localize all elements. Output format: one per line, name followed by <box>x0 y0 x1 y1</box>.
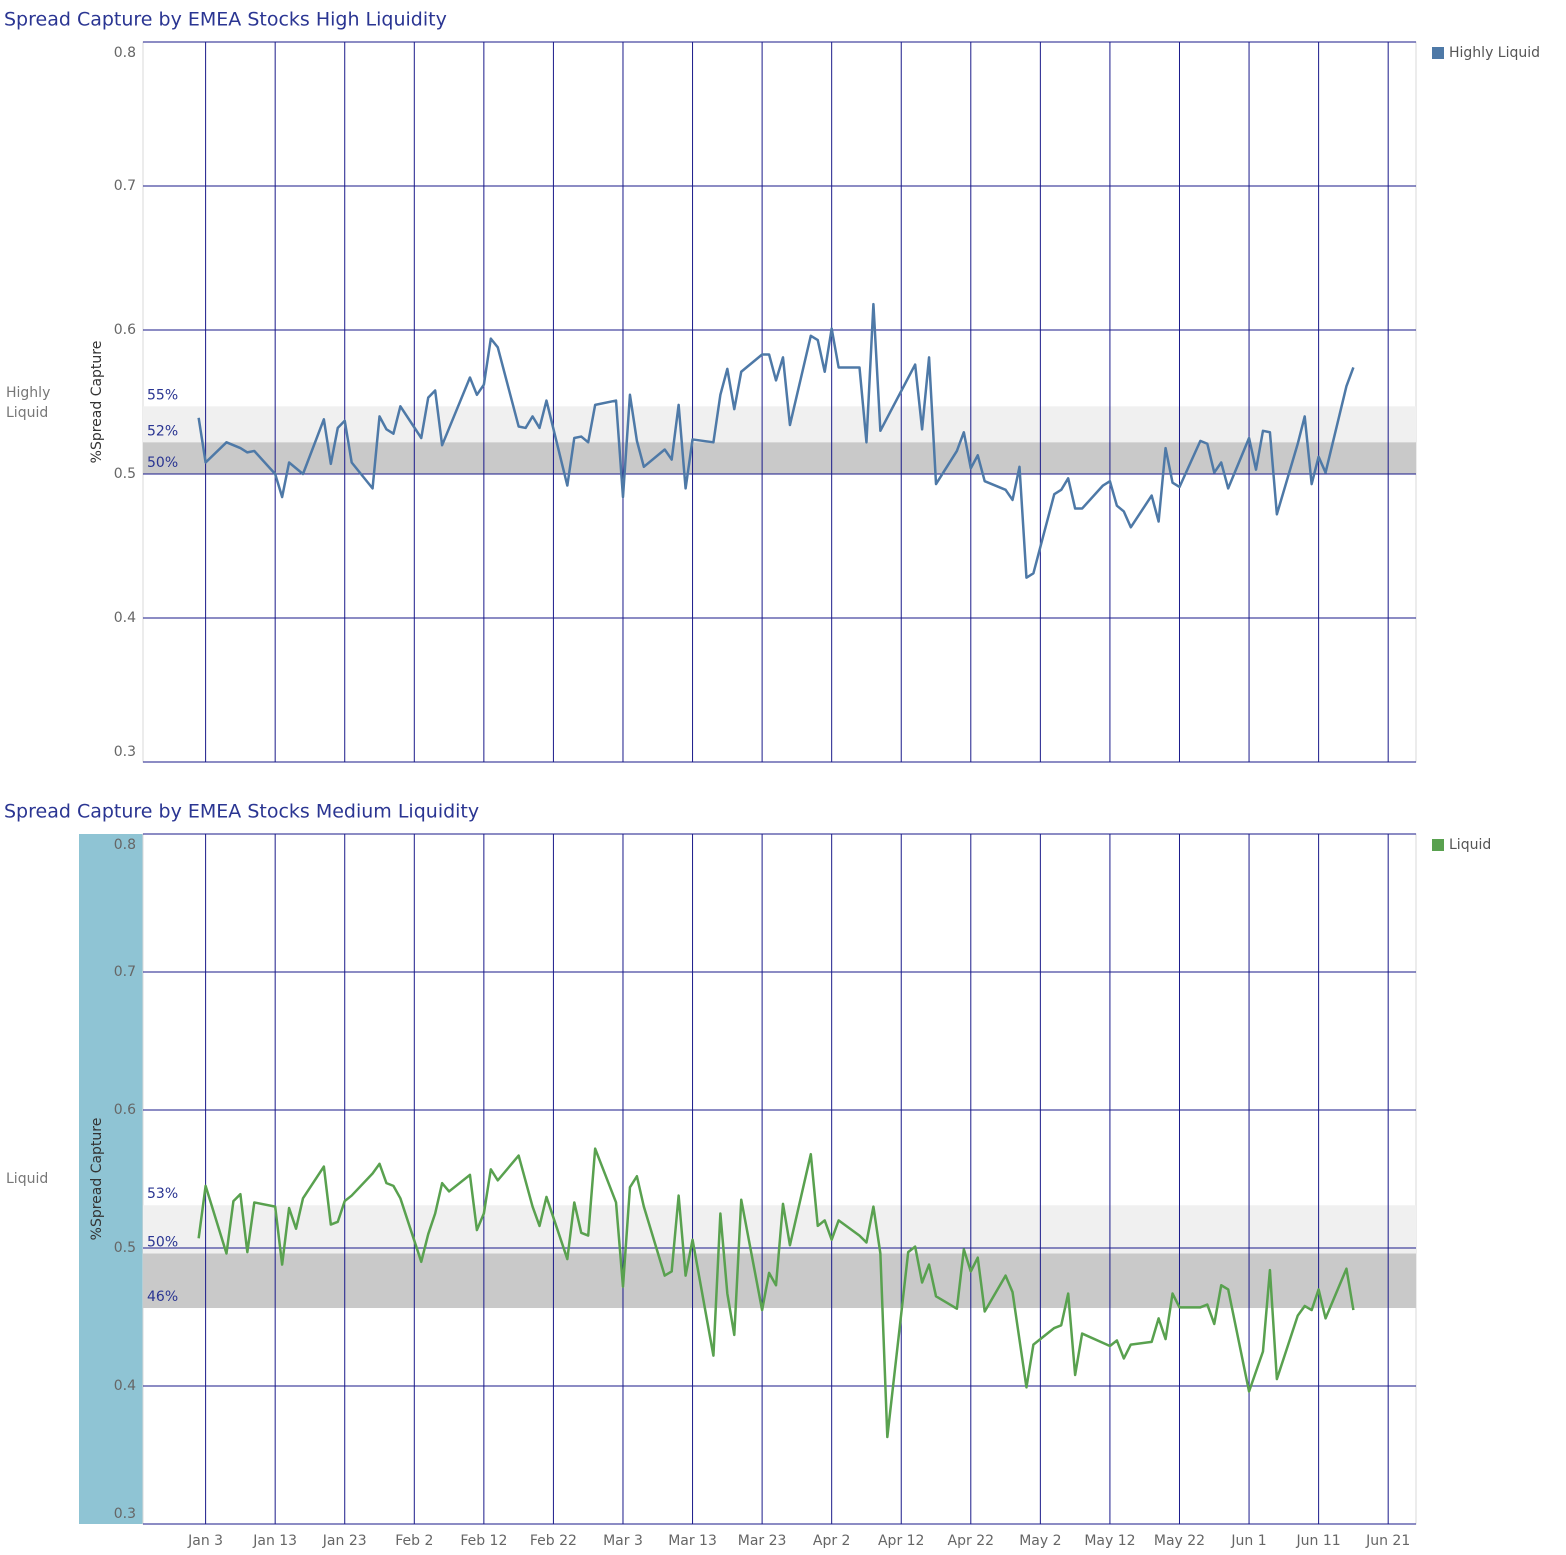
y-tick-label: 0.6 <box>114 322 136 338</box>
x-tick-label: Feb 2 <box>395 1533 433 1549</box>
row-label: Liquid <box>6 1171 49 1187</box>
y-tick-label: 0.3 <box>114 1506 136 1522</box>
selected-row-highlight <box>79 834 143 1524</box>
plot-frame <box>142 833 1417 1525</box>
row-label: Highly Liquid <box>6 385 51 421</box>
y-tick-label: 0.4 <box>114 610 136 626</box>
x-tick-label: Jan 23 <box>322 1533 367 1549</box>
y-tick-label: 0.3 <box>114 744 136 760</box>
legend-label: Highly Liquid <box>1449 45 1540 61</box>
y-tick-label: 0.5 <box>114 466 136 482</box>
plot-frame <box>142 41 1417 763</box>
reference-label: 50% <box>147 455 178 471</box>
reference-label: 52% <box>147 423 178 439</box>
legend-label: Liquid <box>1449 837 1491 853</box>
reference-label: 53% <box>147 1186 178 1202</box>
reference-band <box>143 1253 1416 1309</box>
reference-label: 50% <box>147 1235 178 1251</box>
y-tick-label: 0.7 <box>114 964 136 980</box>
y-axis-title: %Spread Capture <box>89 1118 105 1241</box>
legend-swatch <box>1432 47 1444 59</box>
x-tick-label: Mar 3 <box>603 1533 643 1549</box>
x-tick-label: Apr 2 <box>813 1533 851 1549</box>
y-tick-label: 0.4 <box>114 1378 136 1394</box>
x-tick-label: Jun 11 <box>1296 1533 1341 1549</box>
x-tick-label: Mar 23 <box>738 1533 787 1549</box>
series-line <box>197 1147 1355 1439</box>
series-line <box>197 302 1355 579</box>
y-tick-label: 0.8 <box>114 45 136 61</box>
y-tick-label: 0.8 <box>114 837 136 853</box>
x-tick-label: May 2 <box>1019 1533 1061 1549</box>
reference-band <box>143 406 1416 443</box>
chart-title: Spread Capture by EMEA Stocks Medium Liq… <box>4 801 479 823</box>
x-tick-label: Feb 22 <box>530 1533 577 1549</box>
x-tick-label: May 12 <box>1084 1533 1135 1549</box>
reference-label: 46% <box>147 1289 178 1305</box>
y-tick-label: 0.5 <box>114 1240 136 1256</box>
x-tick-label: Jun 1 <box>1230 1533 1266 1549</box>
x-tick-label: Mar 13 <box>668 1533 717 1549</box>
x-tick-label: Apr 12 <box>878 1533 924 1549</box>
x-tick-label: Apr 22 <box>948 1533 994 1549</box>
chart-title: Spread Capture by EMEA Stocks High Liqui… <box>4 9 447 31</box>
x-tick-label: Feb 12 <box>460 1533 507 1549</box>
reference-label: 55% <box>147 387 178 403</box>
y-tick-label: 0.6 <box>114 1102 136 1118</box>
x-tick-label: May 22 <box>1154 1533 1205 1549</box>
x-tick-label: Jan 3 <box>187 1533 223 1549</box>
x-tick-label: Jan 13 <box>252 1533 297 1549</box>
y-axis-title: %Spread Capture <box>89 341 105 464</box>
y-tick-label: 0.7 <box>114 178 136 194</box>
x-tick-label: Jun 21 <box>1365 1533 1410 1549</box>
legend-swatch <box>1432 839 1444 851</box>
